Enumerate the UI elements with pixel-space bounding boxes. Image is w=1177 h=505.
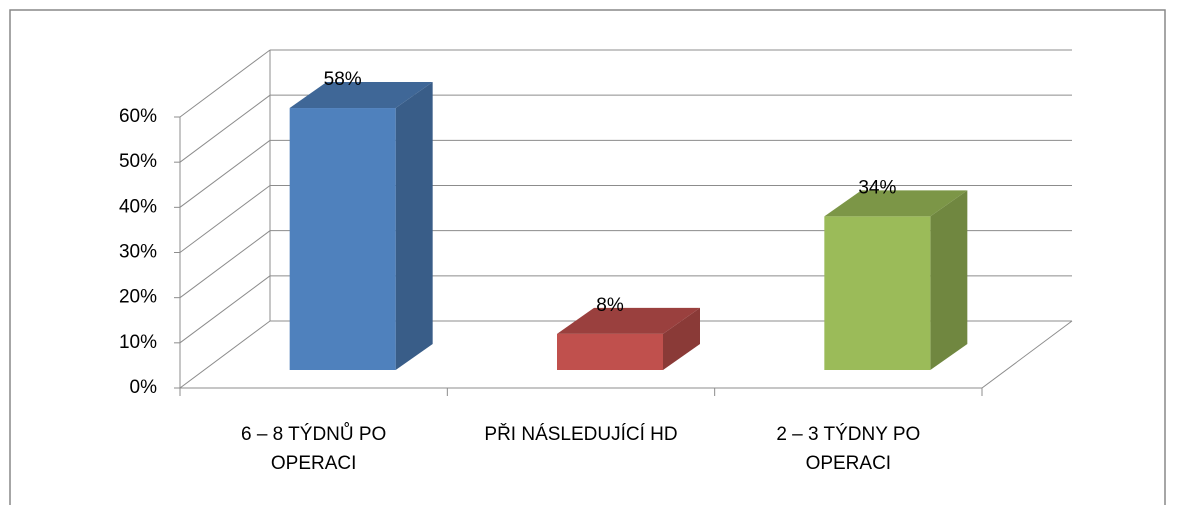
grid-line bbox=[179, 49, 271, 118]
y-tick-label: 30% bbox=[119, 242, 157, 263]
x-tick-label: 6 – 8 TÝDNŮ PO OPERACI bbox=[240, 424, 387, 474]
bar-top bbox=[824, 190, 968, 217]
bar bbox=[289, 108, 396, 371]
y-tick-label: 40% bbox=[119, 196, 157, 217]
grid-line bbox=[179, 94, 271, 163]
x-tick-label: 2 – 3 TÝDNY PO OPERACI bbox=[776, 424, 921, 474]
grid-line bbox=[179, 139, 271, 208]
bar bbox=[824, 216, 931, 370]
y-tick-label: 60% bbox=[119, 106, 157, 127]
y-tick-label: 20% bbox=[119, 287, 157, 308]
bar-side bbox=[930, 190, 968, 370]
bar-side bbox=[663, 307, 700, 370]
data-label: 34% bbox=[858, 177, 896, 198]
x-tick-label: PŘI NÁSLEDUJÍCÍ HD bbox=[484, 424, 678, 445]
chart-border bbox=[9, 9, 1166, 505]
floor-right bbox=[981, 320, 1073, 389]
grid-line bbox=[179, 230, 271, 299]
y-tick-label: 50% bbox=[119, 151, 157, 172]
grid-line bbox=[179, 275, 271, 344]
data-label: 58% bbox=[324, 69, 362, 90]
bar bbox=[557, 333, 663, 370]
y-tick-label: 10% bbox=[119, 332, 157, 353]
bar-top bbox=[557, 307, 700, 334]
data-label: 8% bbox=[596, 295, 624, 316]
bar-side bbox=[395, 82, 433, 371]
grid-line bbox=[179, 320, 271, 389]
bar-top bbox=[289, 82, 433, 109]
y-tick-label: 0% bbox=[130, 377, 158, 398]
grid-line bbox=[179, 185, 271, 253]
